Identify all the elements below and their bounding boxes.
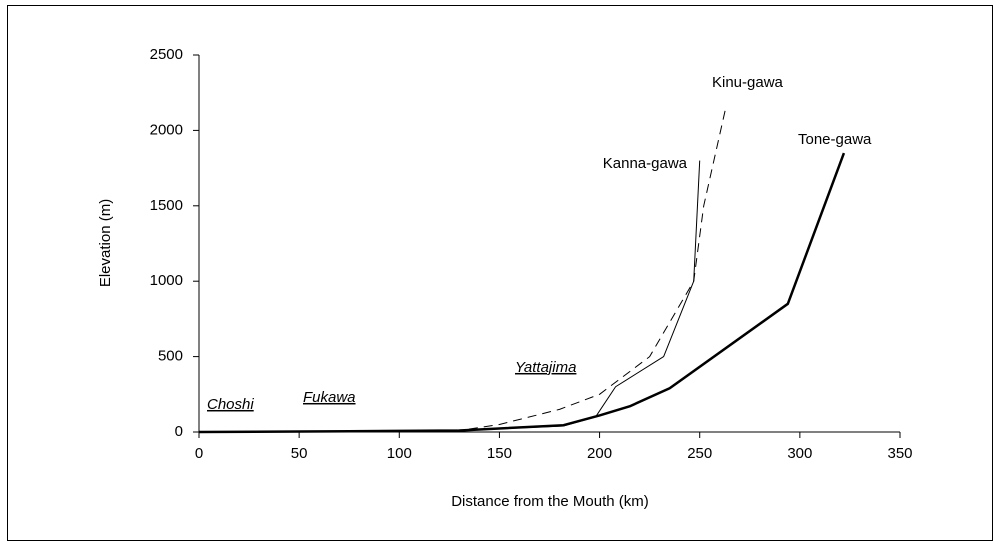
series-label: Tone-gawa [798,131,872,148]
y-tick-label: 2000 [150,121,183,138]
place-label: Choshi [207,396,254,413]
y-tick-label: 500 [158,348,183,365]
x-tick-label: 200 [587,445,612,462]
y-tick-label: 1500 [150,197,183,214]
series-line [198,107,727,433]
place-label: Yattajima [515,359,576,376]
y-tick-label: 1000 [150,272,183,289]
x-tick-label: 150 [487,445,512,462]
series-label: Kinu-gawa [712,74,784,91]
y-tick-label: 2500 [150,46,183,63]
place-label: Fukawa [303,389,356,406]
x-tick-label: 300 [787,445,812,462]
x-tick-label: 250 [687,445,712,462]
y-tick-label: 0 [175,423,183,440]
x-tick-label: 50 [291,445,308,462]
x-tick-label: 0 [195,445,203,462]
x-tick-label: 100 [387,445,412,462]
series-line [198,152,846,434]
x-axis-label: Distance from the Mouth (km) [451,493,649,510]
y-axis-label: Elevation (m) [97,199,114,287]
series-line [198,160,701,433]
series-label: Kanna-gawa [603,155,688,172]
x-tick-label: 350 [887,445,912,462]
frame [7,5,993,541]
